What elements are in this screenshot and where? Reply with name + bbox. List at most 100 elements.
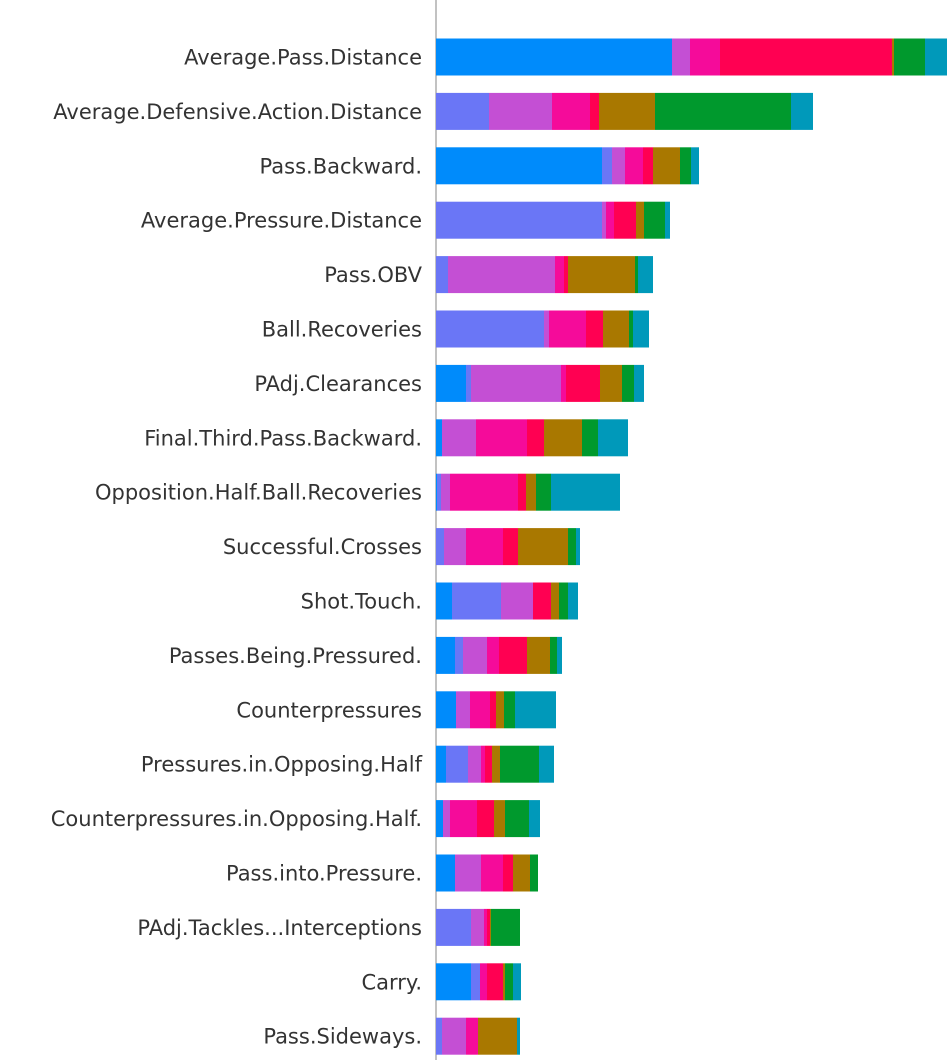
bar-segment-series-0 <box>436 854 455 892</box>
bar-segment-series-6 <box>568 528 576 566</box>
category-label: Pass.OBV <box>324 263 422 287</box>
bar-segment-series-5 <box>513 854 530 892</box>
bar-segment-series-1 <box>466 364 471 402</box>
category-label: Pass.Backward. <box>260 154 422 178</box>
category-label: Carry. <box>361 970 422 994</box>
category-label: PAdj.Clearances <box>254 372 422 396</box>
category-label: Counterpressures <box>236 698 422 722</box>
category-label: Pass.into.Pressure. <box>226 862 422 886</box>
bar-segment-series-5 <box>492 745 500 783</box>
bar-segment-series-4 <box>487 908 490 946</box>
bar-segment-series-6 <box>894 38 925 76</box>
bar-segment-series-4 <box>566 364 600 402</box>
bar-segment-series-2 <box>442 419 476 457</box>
bar-segment-series-4 <box>518 473 526 511</box>
category-label: Average.Defensive.Action.Distance <box>53 100 422 124</box>
bar-segment-series-2 <box>441 473 450 511</box>
bar-segment-series-3 <box>484 908 487 946</box>
bar-segment-series-6 <box>504 691 515 729</box>
bar-segment-series-0 <box>436 38 672 76</box>
bar-segment-series-3 <box>450 800 477 838</box>
bar-segment-series-1 <box>436 908 471 946</box>
bar-segment-series-3 <box>476 419 527 457</box>
bar-segment-series-5 <box>603 310 629 348</box>
bar-segment-series-6 <box>505 800 529 838</box>
bar-segment-series-3 <box>466 1017 478 1055</box>
category-label: Average.Pressure.Distance <box>141 209 422 233</box>
bar-segment-series-3 <box>450 473 518 511</box>
bar-segment-series-7 <box>551 473 620 511</box>
bar-segment-series-5 <box>653 147 680 185</box>
bar-segment-series-6 <box>505 963 513 1001</box>
bar-segment-series-2 <box>602 201 606 239</box>
bar-segment-series-5 <box>551 582 559 620</box>
bar-segment-series-1 <box>436 201 602 239</box>
bar-segment-series-3 <box>625 147 643 185</box>
bar-segment-series-7 <box>513 963 521 1001</box>
bar-segment-series-2 <box>471 908 484 946</box>
bar-segment-series-7 <box>576 528 580 566</box>
bar-segment-series-5 <box>636 201 644 239</box>
bar-segment-series-3 <box>549 310 586 348</box>
bar-segment-series-2 <box>442 1017 466 1055</box>
bar-segment-series-4 <box>614 201 636 239</box>
bar-segment-series-1 <box>436 256 448 294</box>
bar-segment-series-5 <box>518 528 568 566</box>
bar-segment-series-1 <box>452 582 501 620</box>
bar-segment-series-0 <box>436 800 443 838</box>
bar-segment-series-7 <box>638 256 653 294</box>
bar-segment-series-2 <box>468 745 481 783</box>
bar-segment-series-7 <box>691 147 699 185</box>
bar-segment-series-6 <box>559 582 568 620</box>
bar-segment-series-7 <box>665 201 670 239</box>
bar-segment-series-4 <box>487 963 503 1001</box>
bar-segment-series-6 <box>644 201 665 239</box>
bar-segment-series-7 <box>925 38 947 76</box>
bar-segment-series-6 <box>635 256 638 294</box>
bar-segment-series-2 <box>544 310 549 348</box>
bar-segment-series-1 <box>436 310 544 348</box>
bar-segment-series-4 <box>564 256 568 294</box>
bar-segment-series-3 <box>481 854 503 892</box>
category-label: Shot.Touch. <box>301 590 422 614</box>
bar-segment-series-4 <box>590 92 599 130</box>
bar-segment-series-1 <box>446 745 468 783</box>
bar-segment-series-7 <box>598 419 628 457</box>
bar-segment-series-0 <box>436 364 466 402</box>
bar-segment-series-1 <box>436 528 444 566</box>
bar-segment-series-4 <box>533 582 551 620</box>
bar-segment-series-4 <box>499 636 527 674</box>
category-label: Average.Pass.Distance <box>184 46 422 70</box>
bar-segment-series-5 <box>599 92 655 130</box>
bar-segment-series-3 <box>606 201 614 239</box>
bar-segment-series-3 <box>487 636 499 674</box>
bar-segment-series-2 <box>455 854 481 892</box>
bar-segment-series-1 <box>455 636 463 674</box>
bar-segment-series-6 <box>680 147 691 185</box>
category-label: PAdj.Tackles...Interceptions <box>137 916 422 940</box>
bar-segment-series-2 <box>448 256 555 294</box>
bar-segment-series-5 <box>527 636 550 674</box>
bar-segment-series-7 <box>633 310 649 348</box>
bar-segment-series-1 <box>437 473 441 511</box>
bar-segment-series-3 <box>552 92 590 130</box>
bar-segment-series-3 <box>555 256 564 294</box>
bar-segment-series-4 <box>527 419 544 457</box>
bar-segment-series-1 <box>436 1017 442 1055</box>
bar-segment-series-5 <box>568 256 635 294</box>
bar-segment-series-3 <box>466 528 503 566</box>
bar-segment-series-3 <box>481 745 485 783</box>
bar-segment-series-2 <box>471 364 561 402</box>
bar-segment-series-4 <box>720 38 892 76</box>
bar-segment-series-3 <box>690 38 720 76</box>
category-label: Pass.Sideways. <box>263 1025 422 1049</box>
bar-segment-series-4 <box>586 310 603 348</box>
category-label: Pressures.in.Opposing.Half <box>141 753 423 777</box>
bar-segment-series-7 <box>529 800 540 838</box>
bar-segment-series-7 <box>557 636 562 674</box>
bar-segment-series-6 <box>536 473 551 511</box>
bar-segment-series-2 <box>444 528 466 566</box>
bar-segment-series-2 <box>489 92 552 130</box>
bar-segment-series-0 <box>436 745 446 783</box>
bar-segment-series-5 <box>526 473 536 511</box>
